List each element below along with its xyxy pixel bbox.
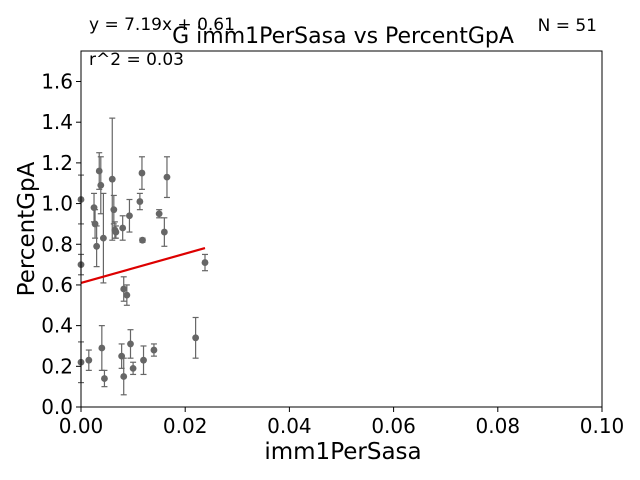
point-marker <box>100 234 107 242</box>
data-point <box>108 117 116 241</box>
x-tick-label: 0.06 <box>371 414 416 438</box>
data-point <box>139 236 146 244</box>
y-tick-label: 1.2 <box>41 151 73 175</box>
data-point <box>110 194 118 225</box>
data-point <box>97 156 105 215</box>
data-point <box>160 217 168 247</box>
point-marker <box>95 167 103 175</box>
point-marker <box>150 346 158 354</box>
y-tick-label: 0.4 <box>41 314 73 338</box>
y-tick-label: 0.6 <box>41 273 73 297</box>
point-marker <box>129 364 137 372</box>
x-tick-label: 0.08 <box>476 414 521 438</box>
y-tick-label: 1.4 <box>41 110 73 134</box>
y-axis-label: PercentGpA <box>14 161 40 296</box>
data-point <box>120 357 128 396</box>
n-annotation: N = 51 <box>538 16 597 36</box>
x-tick-label: 0.10 <box>580 414 625 438</box>
point-marker <box>160 228 168 236</box>
point-marker <box>120 373 128 380</box>
data-point <box>126 198 133 233</box>
data-point <box>98 325 106 371</box>
point-marker <box>126 212 133 220</box>
point-marker <box>97 181 105 189</box>
plot-frame <box>80 50 603 408</box>
data-point <box>119 215 127 241</box>
y-axis-ticks: 0.0 0.2 0.4 0.6 0.8 1.0 1.2 1.4 1.6 <box>41 70 81 419</box>
point-marker <box>138 169 146 177</box>
point-marker <box>163 173 171 181</box>
point-marker <box>192 334 200 342</box>
data-point <box>120 276 128 302</box>
point-marker <box>123 291 131 299</box>
x-axis-label: imm1PerSasa <box>264 439 421 465</box>
point-marker <box>98 344 106 352</box>
point-marker <box>140 356 147 364</box>
y-tick-label: 0.0 <box>41 395 73 419</box>
data-point <box>163 156 171 199</box>
data-point <box>140 345 147 376</box>
data-point <box>155 209 163 219</box>
data-point <box>192 316 200 359</box>
data-point <box>123 284 131 306</box>
point-marker <box>101 375 108 382</box>
point-marker <box>110 206 118 214</box>
x-tick-label: 0.02 <box>163 414 208 438</box>
point-marker <box>136 198 144 205</box>
data-point <box>100 192 107 284</box>
data-point <box>138 156 146 190</box>
x-tick-label: 0.00 <box>59 414 104 438</box>
y-tick-label: 1.0 <box>41 192 73 216</box>
equation-annotation: y = 7.19x + 0.61 <box>89 15 235 35</box>
point-marker <box>201 259 209 266</box>
x-tick-label: 0.04 <box>267 414 312 438</box>
data-point <box>91 209 99 239</box>
point-marker <box>93 242 101 250</box>
r-squared-annotation: r^2 = 0.03 <box>89 50 184 70</box>
point-marker <box>119 224 127 232</box>
data-point <box>85 349 93 371</box>
point-marker <box>127 340 134 348</box>
point-marker <box>85 356 93 364</box>
chart-title: G imm1PerSasa vs PercentGpA <box>172 24 514 49</box>
point-marker <box>120 285 128 293</box>
data-point <box>101 369 108 388</box>
data-point <box>129 361 137 376</box>
point-marker <box>155 210 163 218</box>
data-point <box>136 192 144 211</box>
data-point <box>112 225 120 239</box>
y-tick-label: 1.6 <box>41 70 73 94</box>
data-point <box>150 343 158 357</box>
data-point <box>201 253 209 272</box>
data-point <box>127 329 134 359</box>
fit-line <box>80 247 206 284</box>
y-tick-label: 0.8 <box>41 232 73 256</box>
data-point <box>93 225 101 268</box>
x-axis-ticks: 0.00 0.02 0.04 0.06 0.08 0.10 <box>59 407 625 438</box>
y-tick-label: 0.2 <box>41 354 73 378</box>
point-marker <box>112 228 120 236</box>
point-marker <box>139 236 146 244</box>
point-marker <box>108 175 116 183</box>
